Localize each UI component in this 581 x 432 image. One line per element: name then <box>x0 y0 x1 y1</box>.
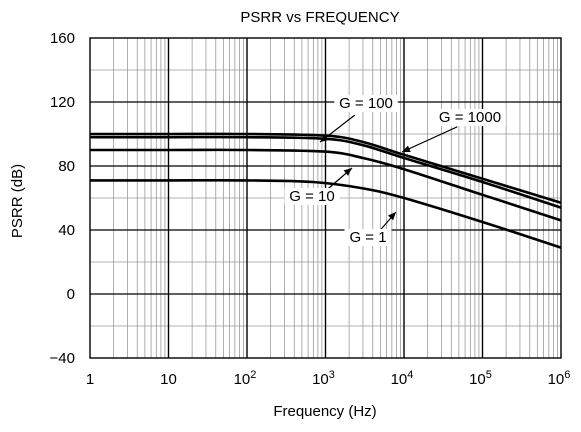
series-line-g-10 <box>89 148 562 222</box>
major-grid <box>90 38 561 358</box>
annotation-arrowhead-g-1000 <box>402 145 411 152</box>
series-line-g-1 <box>90 178 562 249</box>
chart-title: PSRR vs FREQUENCY <box>240 9 399 26</box>
y-tick-label: 0 <box>67 286 75 303</box>
y-tick-label: 160 <box>50 30 75 47</box>
y-axis-label: PSRR (dB) <box>9 164 26 238</box>
annotation-leader-g-1000 <box>401 126 458 153</box>
y-tick-label: 80 <box>58 158 75 175</box>
annotation-arrowhead-g-1 <box>387 212 396 221</box>
y-tick-label: 120 <box>50 94 75 111</box>
series-line-g-1000 <box>90 132 562 205</box>
annotation-label-g-1000: G = 1000 <box>439 109 501 126</box>
annotation-labels: G = 100 G = 1000 G = 10 G = 1 <box>284 95 506 246</box>
annotation-label-g-1: G = 1 <box>349 229 386 246</box>
annotation-bg-g-1000 <box>434 109 506 126</box>
series-layer <box>89 132 562 249</box>
x-tick-label: 10 <box>160 371 177 388</box>
y-tick-labels: 160 120 80 40 0 −40 <box>50 30 75 367</box>
annotation-bg-g-100 <box>334 95 398 112</box>
annotation-label-g-100: G = 100 <box>339 95 393 112</box>
annotation-arrowhead-g-100 <box>320 134 329 142</box>
x-tick-label: 102 <box>234 369 257 388</box>
x-tick-label: 104 <box>391 369 414 388</box>
annotation-bg-g-1 <box>344 229 392 246</box>
annotation-leaders <box>319 114 458 234</box>
y-tick-label: 40 <box>58 222 75 239</box>
x-tick-label: 106 <box>548 369 571 388</box>
annotation-bg-g-10 <box>284 188 340 205</box>
annotation-arrowhead-g-10 <box>343 168 352 176</box>
series-line-g-100 <box>90 135 562 209</box>
x-tick-label: 105 <box>469 369 492 388</box>
x-tick-labels: 1 10 102 103 104 105 106 <box>86 369 571 388</box>
annotation-label-g-10: G = 10 <box>289 188 334 205</box>
x-axis-label: Frequency (Hz) <box>273 403 376 420</box>
plot-frame <box>89 37 562 359</box>
x-tick-label: 103 <box>312 369 335 388</box>
y-tick-label: −40 <box>50 350 75 367</box>
x-tick-label: 1 <box>86 371 94 388</box>
